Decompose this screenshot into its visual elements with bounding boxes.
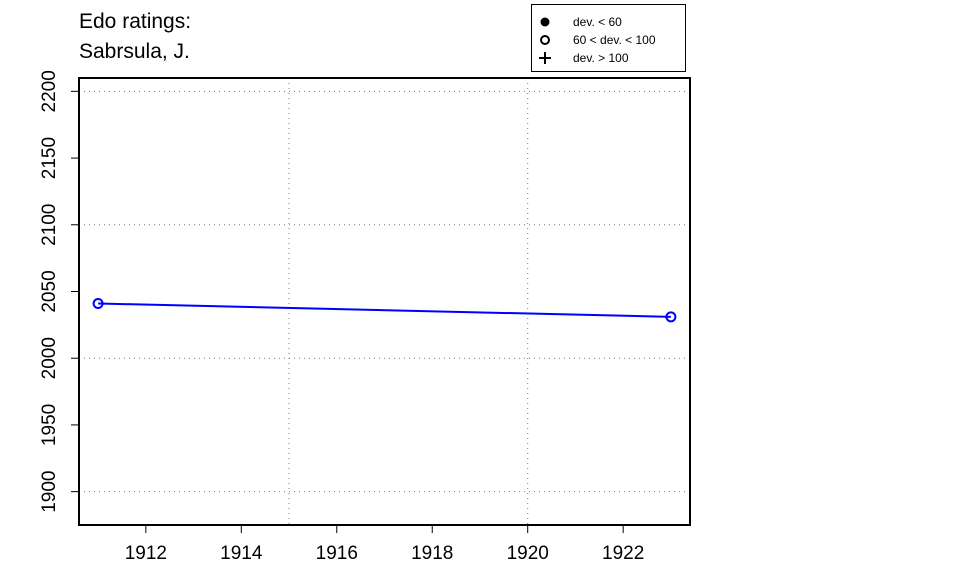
x-tick-label: 1914 bbox=[220, 543, 263, 564]
x-tick-label: 1922 bbox=[602, 543, 644, 564]
y-tick-label: 2200 bbox=[39, 70, 60, 112]
plus-icon bbox=[539, 52, 551, 64]
data-point bbox=[92, 298, 104, 310]
x-tick-label: 1920 bbox=[507, 543, 549, 564]
x-tick-label: 1912 bbox=[125, 543, 167, 564]
plot-frame bbox=[78, 77, 691, 526]
legend-label: dev. > 100 bbox=[573, 51, 629, 65]
legend-label: 60 < dev. < 100 bbox=[573, 33, 656, 47]
series-line bbox=[98, 302, 671, 318]
filled-circle-icon bbox=[540, 17, 550, 27]
y-tick-label: 2050 bbox=[39, 270, 60, 312]
data-point bbox=[665, 311, 677, 323]
y-tick-label: 1900 bbox=[39, 471, 60, 513]
x-tick-label: 1916 bbox=[316, 543, 358, 564]
x-tick-label: 1918 bbox=[411, 543, 453, 564]
grid bbox=[79, 78, 690, 525]
y-tick-label: 2000 bbox=[39, 337, 60, 379]
legend-label: dev. < 60 bbox=[573, 15, 622, 29]
series bbox=[92, 298, 677, 323]
y-tick-label: 1950 bbox=[39, 404, 60, 446]
chart-title-line-1: Edo ratings: bbox=[79, 10, 192, 33]
open-circle-icon bbox=[540, 35, 550, 45]
chart-title-line-2: Sabrsula, J. bbox=[79, 40, 190, 63]
axes: 1912 1914 1916 1918 1920 1922 1900 1950 2000 2050… bbox=[39, 70, 644, 564]
y-tick-label: 2150 bbox=[39, 137, 60, 179]
legend: dev. < 60 60 < dev. < 100 dev. > 100 bbox=[531, 4, 686, 72]
y-tick-label: 2100 bbox=[39, 204, 60, 246]
